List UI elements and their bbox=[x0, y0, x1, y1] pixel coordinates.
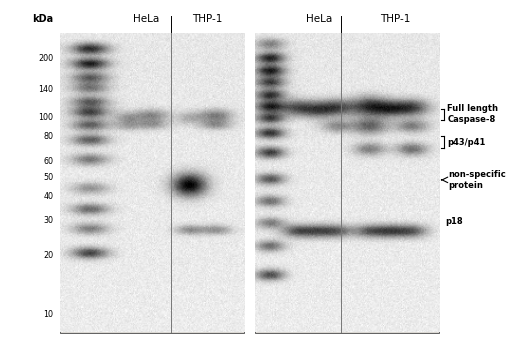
Text: p43/p41: p43/p41 bbox=[447, 138, 486, 147]
Text: 80: 80 bbox=[44, 132, 54, 141]
Text: kDa: kDa bbox=[32, 14, 54, 25]
Text: 100: 100 bbox=[38, 113, 54, 122]
Text: THP-1: THP-1 bbox=[380, 14, 410, 25]
Text: THP-1: THP-1 bbox=[192, 14, 223, 25]
Text: 50: 50 bbox=[44, 173, 54, 182]
Text: 20: 20 bbox=[44, 251, 54, 260]
Text: HeLa: HeLa bbox=[306, 14, 332, 25]
Text: 30: 30 bbox=[44, 216, 54, 225]
Text: 10: 10 bbox=[44, 310, 54, 319]
Bar bbox=[60, 33, 244, 332]
Text: 60: 60 bbox=[44, 157, 54, 166]
Text: non-specific
protein: non-specific protein bbox=[448, 170, 506, 190]
Text: 40: 40 bbox=[44, 192, 54, 201]
Text: Full length
Caspase-8: Full length Caspase-8 bbox=[447, 104, 498, 124]
Text: 200: 200 bbox=[38, 54, 54, 63]
Bar bbox=[255, 33, 439, 332]
Text: p18: p18 bbox=[446, 217, 463, 226]
Text: HeLa: HeLa bbox=[134, 14, 160, 25]
Text: 140: 140 bbox=[38, 85, 54, 94]
